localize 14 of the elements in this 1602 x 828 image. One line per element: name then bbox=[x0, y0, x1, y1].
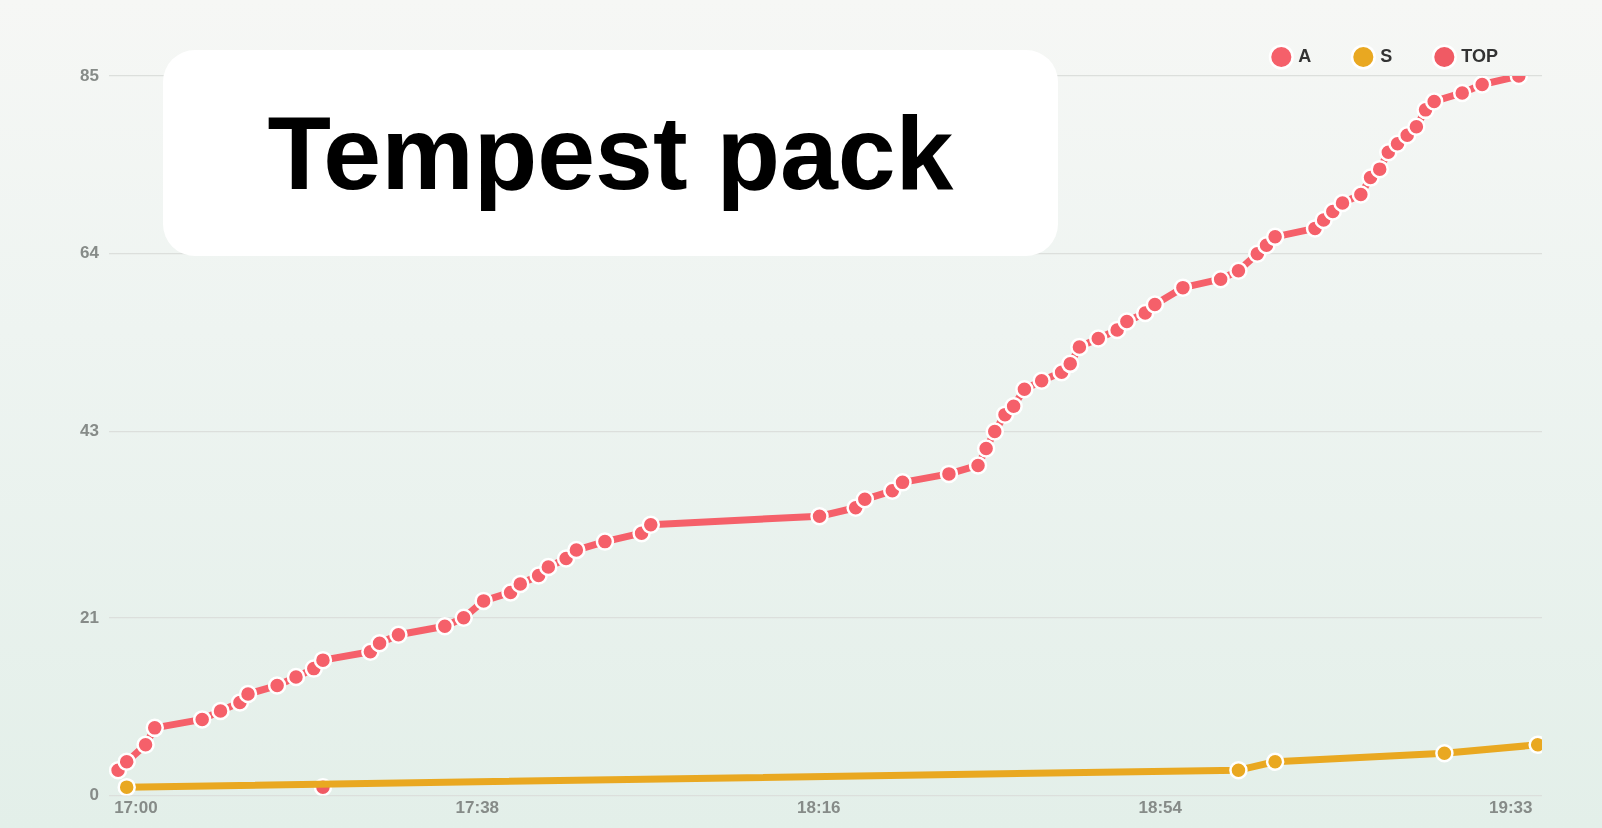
chart-title: Tempest pack bbox=[163, 50, 1058, 256]
legend-label: TOP bbox=[1461, 45, 1499, 66]
x-tick-label: 17:38 bbox=[455, 798, 500, 818]
y-tick-label: 21 bbox=[79, 607, 99, 627]
y-tick-label: 64 bbox=[79, 243, 100, 263]
y-tick-label: 0 bbox=[89, 785, 99, 805]
y-tick-label: 85 bbox=[79, 65, 99, 85]
x-tick-label: 18:16 bbox=[797, 798, 841, 818]
legend-label: S bbox=[1380, 45, 1393, 66]
legend-label: A bbox=[1298, 45, 1312, 66]
y-tick-label: 43 bbox=[79, 421, 99, 441]
x-tick-label: 17:00 bbox=[114, 798, 158, 818]
x-tick-label: 18:54 bbox=[1138, 798, 1183, 818]
x-tick-label: 19:33 bbox=[1488, 798, 1533, 818]
